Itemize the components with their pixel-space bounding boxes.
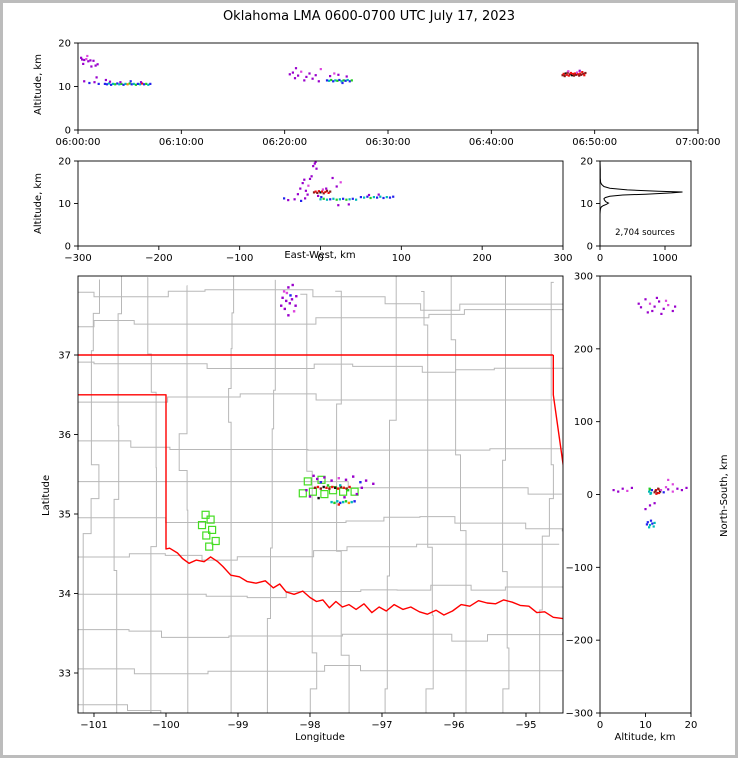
x-ticks: −300 −200 −100 0 100 200 300 xyxy=(64,246,573,264)
x-ticks: 0 1000 xyxy=(597,246,678,264)
tick-label: 10 xyxy=(639,720,652,731)
map-xlabel: Longitude xyxy=(295,732,345,743)
tick-label: −100 xyxy=(566,563,593,574)
tick-label: 0 xyxy=(597,720,603,731)
x-ticks: 0 10 20 xyxy=(597,713,698,731)
tick-label: 0 xyxy=(65,126,71,137)
oklahoma-state-border xyxy=(78,354,563,620)
tick-label: 1000 xyxy=(652,253,677,264)
tick-label: 20 xyxy=(685,720,698,731)
tick-label: −200 xyxy=(566,636,593,647)
ns-panel-ylabel: North-South, km xyxy=(719,454,730,537)
y-ticks: 300 200 100 0 −100 −200 −300 xyxy=(566,272,600,720)
county-lines xyxy=(78,276,563,713)
tick-label: 20 xyxy=(58,157,71,168)
tick-label: −96 xyxy=(443,720,464,731)
tick-label: −300 xyxy=(566,709,593,720)
tick-label: 0 xyxy=(597,253,603,264)
y-ticks: 0 10 20 xyxy=(580,157,600,253)
y-ticks: 0 10 20 xyxy=(58,157,78,253)
ew-panel-ylabel: Altitude, km xyxy=(33,173,44,234)
tick-label: 35 xyxy=(58,510,71,521)
tick-label: 10 xyxy=(58,199,71,210)
tick-label: −95 xyxy=(515,720,536,731)
sources-count-label: 2,704 sources xyxy=(615,228,675,238)
tick-label: 100 xyxy=(574,417,593,428)
tick-label: 06:00:00 xyxy=(56,137,101,148)
tick-label: 07:00:00 xyxy=(676,137,721,148)
x-ticks: −101 −100 −99 −98 −97 −96 −95 xyxy=(80,713,537,731)
tick-label: 10 xyxy=(58,82,71,93)
ew-panel-xlabel: East-West, km xyxy=(284,250,356,261)
tick-label: 300 xyxy=(553,253,572,264)
map-sources xyxy=(280,283,375,506)
chart-canvas: 06:00:00 06:10:00 06:20:00 06:30:00 06:40:00… xyxy=(56,39,721,732)
tick-label: 10 xyxy=(580,199,593,210)
y-ticks: 33 34 35 36 37 xyxy=(58,351,78,680)
y-ticks: 0 10 20 xyxy=(58,39,78,137)
tick-label: 06:50:00 xyxy=(572,137,617,148)
map-panel-frame xyxy=(77,275,564,714)
tick-label: 06:20:00 xyxy=(262,137,307,148)
tick-label: −100 xyxy=(226,253,253,264)
tick-label: 200 xyxy=(473,253,492,264)
tick-label: 0 xyxy=(587,242,593,253)
x-ticks: 06:00:00 06:10:00 06:20:00 06:30:00 06:40:00… xyxy=(56,130,721,148)
tick-label: −99 xyxy=(227,720,248,731)
figure-title: Oklahoma LMA 0600-0700 UTC July 17, 2023 xyxy=(222,9,516,24)
tick-label: 06:30:00 xyxy=(366,137,411,148)
tick-label: −100 xyxy=(152,720,179,731)
tick-label: 06:40:00 xyxy=(469,137,514,148)
ns-panel-xlabel: Altitude, km xyxy=(614,732,676,743)
tick-label: −300 xyxy=(64,253,91,264)
tick-label: 0 xyxy=(587,490,593,501)
tick-label: 33 xyxy=(58,669,71,680)
altitude-histogram-line xyxy=(599,160,683,246)
tick-label: 300 xyxy=(574,272,593,283)
tick-label: 34 xyxy=(58,589,71,600)
tick-label: 37 xyxy=(58,351,71,362)
tick-label: 0 xyxy=(317,253,323,264)
tick-label: 100 xyxy=(392,253,411,264)
tick-label: 20 xyxy=(58,39,71,50)
tick-label: 36 xyxy=(58,430,71,441)
tick-label: −200 xyxy=(145,253,172,264)
time-panel-ylabel: Altitude, km xyxy=(33,54,44,115)
ew-height-panel-frame xyxy=(77,160,564,247)
ns-height-panel-frame xyxy=(599,275,692,714)
time-height-panel-frame xyxy=(77,42,699,131)
ns-height-sources xyxy=(612,296,688,529)
tick-label: 200 xyxy=(574,344,593,355)
ew-height-sources xyxy=(283,160,395,207)
flash-location-squares xyxy=(197,475,359,551)
tick-label: 06:10:00 xyxy=(159,137,204,148)
tick-label: 20 xyxy=(580,157,593,168)
tick-label: −98 xyxy=(299,720,320,731)
map-ylabel: Latitude xyxy=(41,474,52,516)
time-height-sources xyxy=(80,54,587,86)
tick-label: −97 xyxy=(371,720,392,731)
tick-label: −101 xyxy=(80,720,107,731)
tick-label: 0 xyxy=(65,242,71,253)
